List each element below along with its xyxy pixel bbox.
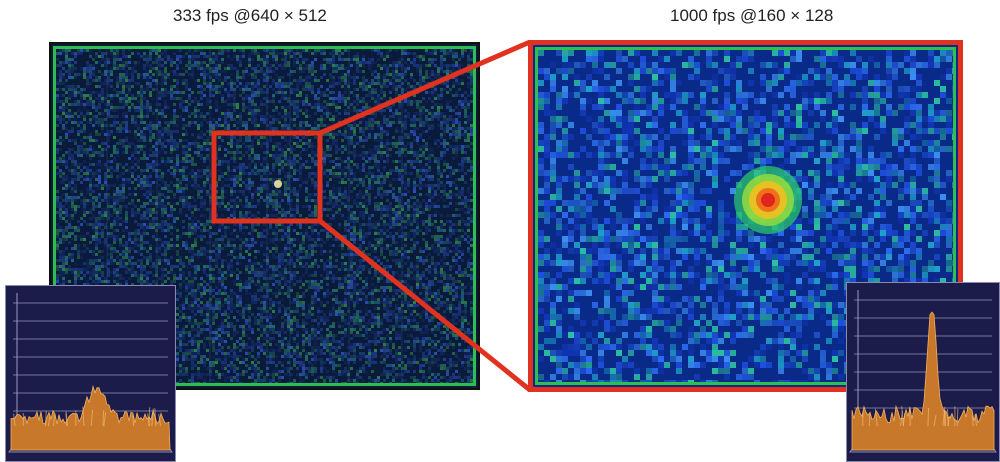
3d-intensity-profile-low-peak-icon [5,285,176,462]
zoom-connector-top [319,39,531,136]
3d-intensity-profile-high-peak-icon [846,282,1000,462]
left-caption: 333 fps @640 × 512 [173,6,327,25]
right-3d-profile-inset [846,282,1000,462]
right-caption: 1000 fps @160 × 128 [670,6,834,25]
left-3d-profile-inset [5,285,176,462]
zoomed-frame-noise-image [538,50,953,382]
zoomed-frame-green-border [535,47,956,385]
zoom-connector-bottom [318,219,532,392]
zoom-region-box [211,130,323,224]
